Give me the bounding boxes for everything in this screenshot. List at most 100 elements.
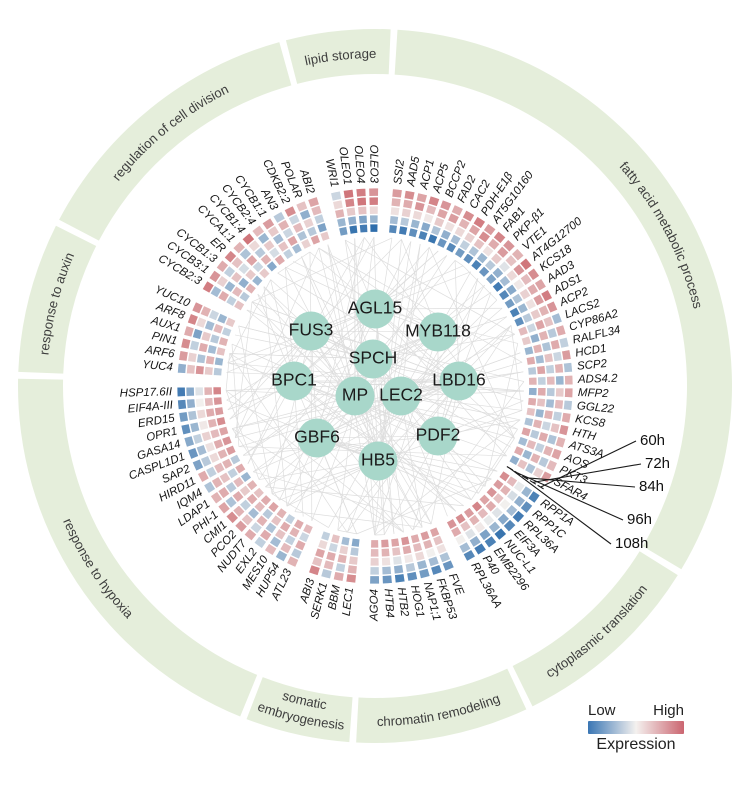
- network-edge: [400, 395, 523, 411]
- heatmap-cell: [200, 430, 213, 443]
- heatmap-cell: [216, 448, 229, 460]
- heatmap-cell: [505, 283, 518, 296]
- heatmap-cell: [279, 520, 292, 533]
- heatmap-cell: [468, 535, 482, 548]
- network-edge: [234, 334, 460, 382]
- heatmap-cell: [287, 213, 301, 226]
- network-edge: [316, 435, 439, 439]
- heatmap-cell: [198, 341, 209, 354]
- heatmap-cell: [458, 541, 472, 554]
- heatmap-cell: [195, 444, 208, 457]
- heatmap-cell: [261, 217, 276, 231]
- heatmap-cell: [534, 318, 546, 331]
- heatmap-cell: [355, 187, 367, 198]
- heatmap-cell: [222, 265, 237, 279]
- heatmap-cell: [537, 304, 550, 317]
- heatmap-cell: [232, 504, 246, 518]
- time-leader-line: [525, 477, 636, 488]
- heatmap-cell: [244, 268, 257, 281]
- time-leader-line: [532, 463, 642, 483]
- heatmap-cell: [205, 465, 218, 479]
- heatmap-cell: [245, 492, 259, 506]
- network-edge: [372, 260, 456, 360]
- heatmap-cell: [439, 228, 452, 241]
- heatmap-cell: [485, 486, 498, 499]
- network-edge: [231, 343, 439, 437]
- heatmap-cell: [199, 305, 212, 318]
- network-node: [335, 376, 375, 416]
- heatmap-cell: [543, 352, 554, 364]
- heatmap-cell: [292, 518, 305, 531]
- heatmap-cell: [291, 221, 305, 234]
- network-edge: [510, 325, 523, 411]
- heatmap-cell: [196, 353, 207, 365]
- heatmap-cell: [409, 218, 421, 230]
- heatmap-cell: [369, 575, 380, 585]
- heatmap-cell: [529, 332, 541, 344]
- heatmap-cell: [370, 539, 379, 549]
- heatmap-cell: [256, 231, 271, 245]
- heatmap-cell: [253, 535, 268, 550]
- heatmap-cell: [265, 260, 278, 273]
- network-edge: [377, 241, 412, 462]
- heatmap-cell: [552, 350, 563, 362]
- heatmap-cell: [485, 272, 498, 286]
- heatmap-cell: [356, 196, 367, 207]
- heatmap-cell: [508, 306, 521, 319]
- heatmap-cell: [282, 247, 295, 261]
- heatmap-cell: [498, 498, 512, 511]
- heatmap-cell: [519, 500, 534, 514]
- network-edge: [277, 251, 311, 274]
- heatmap-cell: [393, 564, 405, 575]
- legend-low-label: Low: [588, 702, 616, 719]
- heatmap-cell: [247, 239, 261, 253]
- heatmap-cell: [518, 287, 532, 301]
- gene-label: KCS8: [574, 413, 606, 430]
- heatmap-cell: [492, 230, 507, 245]
- gene-label: HSP17.6II: [120, 386, 174, 400]
- legend-gradient-bar: [588, 721, 684, 734]
- heatmap-cell: [185, 386, 195, 397]
- heatmap-cell: [191, 301, 204, 315]
- heatmap-cell: [191, 328, 204, 340]
- network-node-label: FUS3: [289, 320, 334, 340]
- heatmap-cell: [302, 217, 315, 230]
- heatmap-cell: [369, 566, 380, 576]
- heatmap-cell: [310, 204, 323, 217]
- heatmap-cell: [436, 237, 448, 249]
- network-edge: [251, 237, 393, 303]
- heatmap-cell: [410, 533, 421, 545]
- heatmap-cell: [554, 363, 564, 374]
- heatmap-cell: [178, 350, 189, 362]
- time-label: 96h: [627, 511, 652, 528]
- heatmap-cell: [336, 217, 347, 228]
- network-edge: [225, 390, 404, 533]
- heatmap-cell: [526, 282, 540, 296]
- network-edge: [232, 428, 404, 533]
- gene-label: SSI2: [392, 158, 407, 185]
- heatmap-cell: [499, 483, 512, 497]
- heatmap-cell: [528, 376, 538, 386]
- heatmap-cell: [534, 354, 545, 365]
- heatmap-cell: [512, 263, 526, 277]
- network-node-label: PDF2: [416, 425, 461, 445]
- network-edge: [400, 243, 421, 397]
- gene-label: LEC1: [341, 587, 356, 617]
- heatmap-cell: [450, 525, 463, 538]
- network-node: [355, 289, 395, 329]
- heatmap-cell: [270, 514, 283, 527]
- heatmap-cell: [414, 550, 426, 562]
- heatmap-cell: [327, 542, 339, 554]
- heatmap-cell: [478, 528, 492, 542]
- network-edge: [454, 260, 464, 267]
- heatmap-cell: [536, 397, 546, 408]
- heatmap-cell: [415, 192, 428, 204]
- heatmap-cell: [369, 214, 379, 224]
- heatmap-cell: [520, 335, 532, 347]
- network-edge: [251, 301, 460, 382]
- network-node: [291, 311, 331, 351]
- expression-legend: Low High Expression: [588, 702, 684, 754]
- heatmap-cell: [475, 251, 489, 265]
- heatmap-cell: [487, 237, 501, 251]
- heatmap-cell: [537, 376, 547, 386]
